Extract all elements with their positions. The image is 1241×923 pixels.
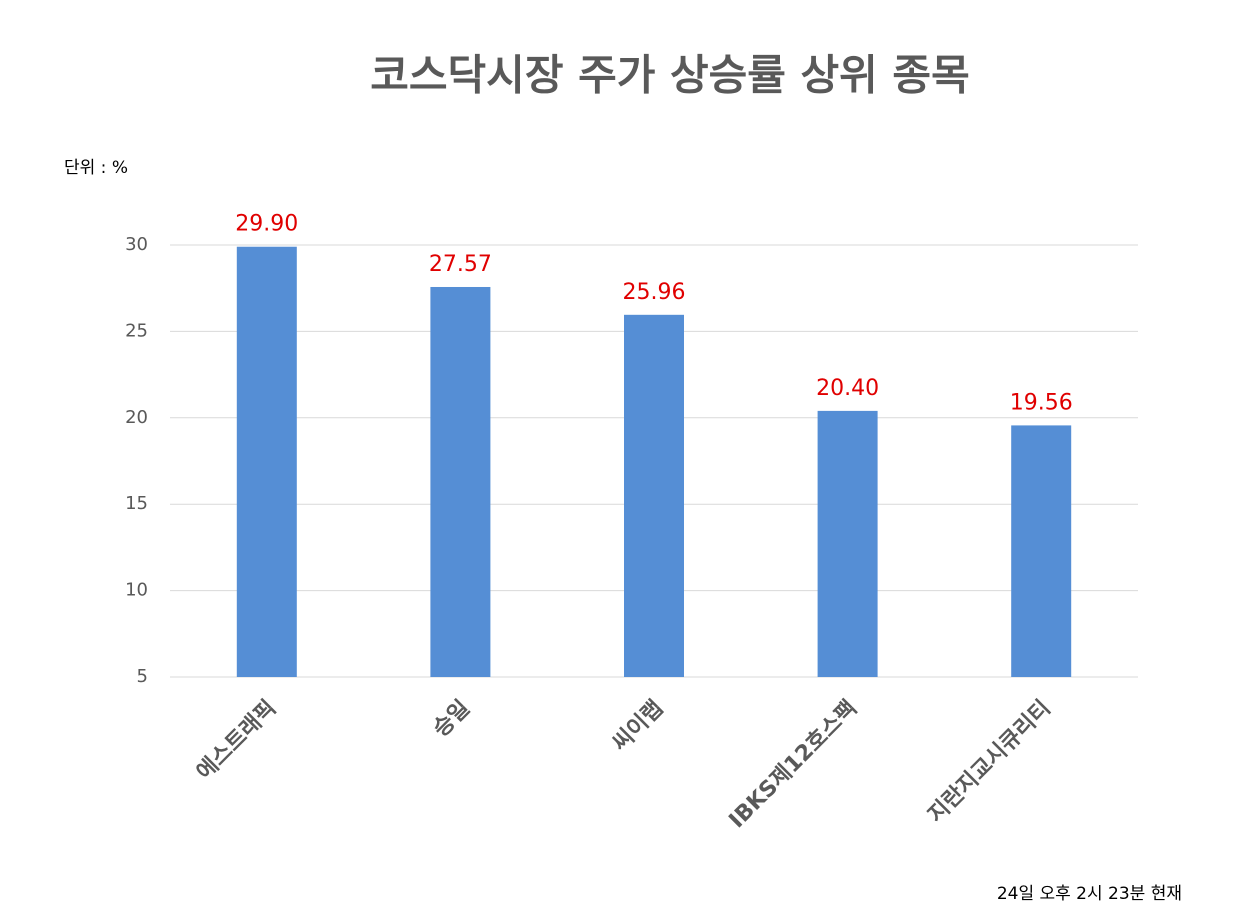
y-tick-label: 5 xyxy=(137,666,148,687)
y-tick-label: 15 xyxy=(125,493,148,514)
bar xyxy=(1011,425,1072,677)
footnote: 24일 오후 2시 23분 현재 xyxy=(997,884,1182,904)
value-label: 25.96 xyxy=(623,280,686,305)
chart-title: 코스닥시장 주가 상승률 상위 종목 xyxy=(370,51,969,100)
x-tick-label: 지란지교시큐리티 xyxy=(924,696,1056,828)
x-tick-label: IBKS제12호스팩 xyxy=(725,696,862,833)
bar xyxy=(817,410,878,677)
x-tick-label: 씨이랩 xyxy=(608,696,669,757)
x-tick-label: 에스트래픽 xyxy=(192,696,281,785)
value-label: 29.90 xyxy=(235,212,298,237)
y-tick-label: 20 xyxy=(125,407,148,428)
y-tick-label: 10 xyxy=(125,580,148,601)
x-tick-label: 승일 xyxy=(429,696,475,742)
y-tick-label: 30 xyxy=(125,234,148,255)
value-label: 19.56 xyxy=(1010,390,1073,415)
bar xyxy=(430,286,491,677)
value-label: 20.40 xyxy=(816,376,879,401)
value-label: 27.57 xyxy=(429,252,492,277)
unit-label: 단위 : % xyxy=(64,158,128,178)
y-tick-label: 25 xyxy=(125,320,148,341)
bar xyxy=(624,314,684,677)
bar xyxy=(236,246,297,677)
